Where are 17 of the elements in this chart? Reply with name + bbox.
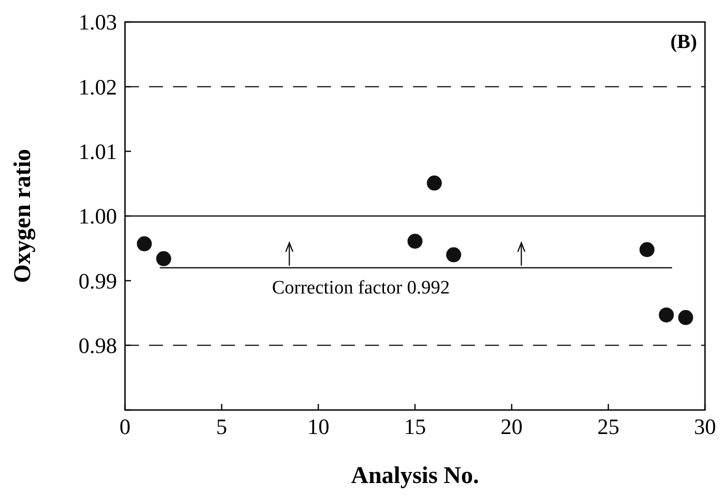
y-tick-label: 1.03 (78, 10, 117, 35)
y-axis-title: Oxygen ratio (10, 149, 36, 283)
y-tick-label: 1.02 (78, 74, 117, 100)
x-tick-label: 30 (694, 414, 716, 439)
x-tick-label: 15 (404, 414, 426, 439)
x-tick-label: 10 (307, 414, 330, 439)
x-axis-title: Analysis No. (350, 463, 480, 489)
annotation: Correction factor 0.992 (272, 278, 450, 299)
x-tick-label: 20 (500, 414, 523, 439)
y-tick-label: 1.00 (78, 204, 117, 229)
x-tick-label: 25 (597, 414, 620, 439)
y-tick-label: 1.01 (78, 139, 117, 164)
y-tick-label: 0.99 (78, 268, 117, 294)
x-tick-label: 5 (216, 414, 228, 439)
y-tick-label: 0.98 (78, 333, 117, 358)
annotation: (B) (670, 31, 697, 53)
x-tick-label: 0 (120, 414, 130, 439)
